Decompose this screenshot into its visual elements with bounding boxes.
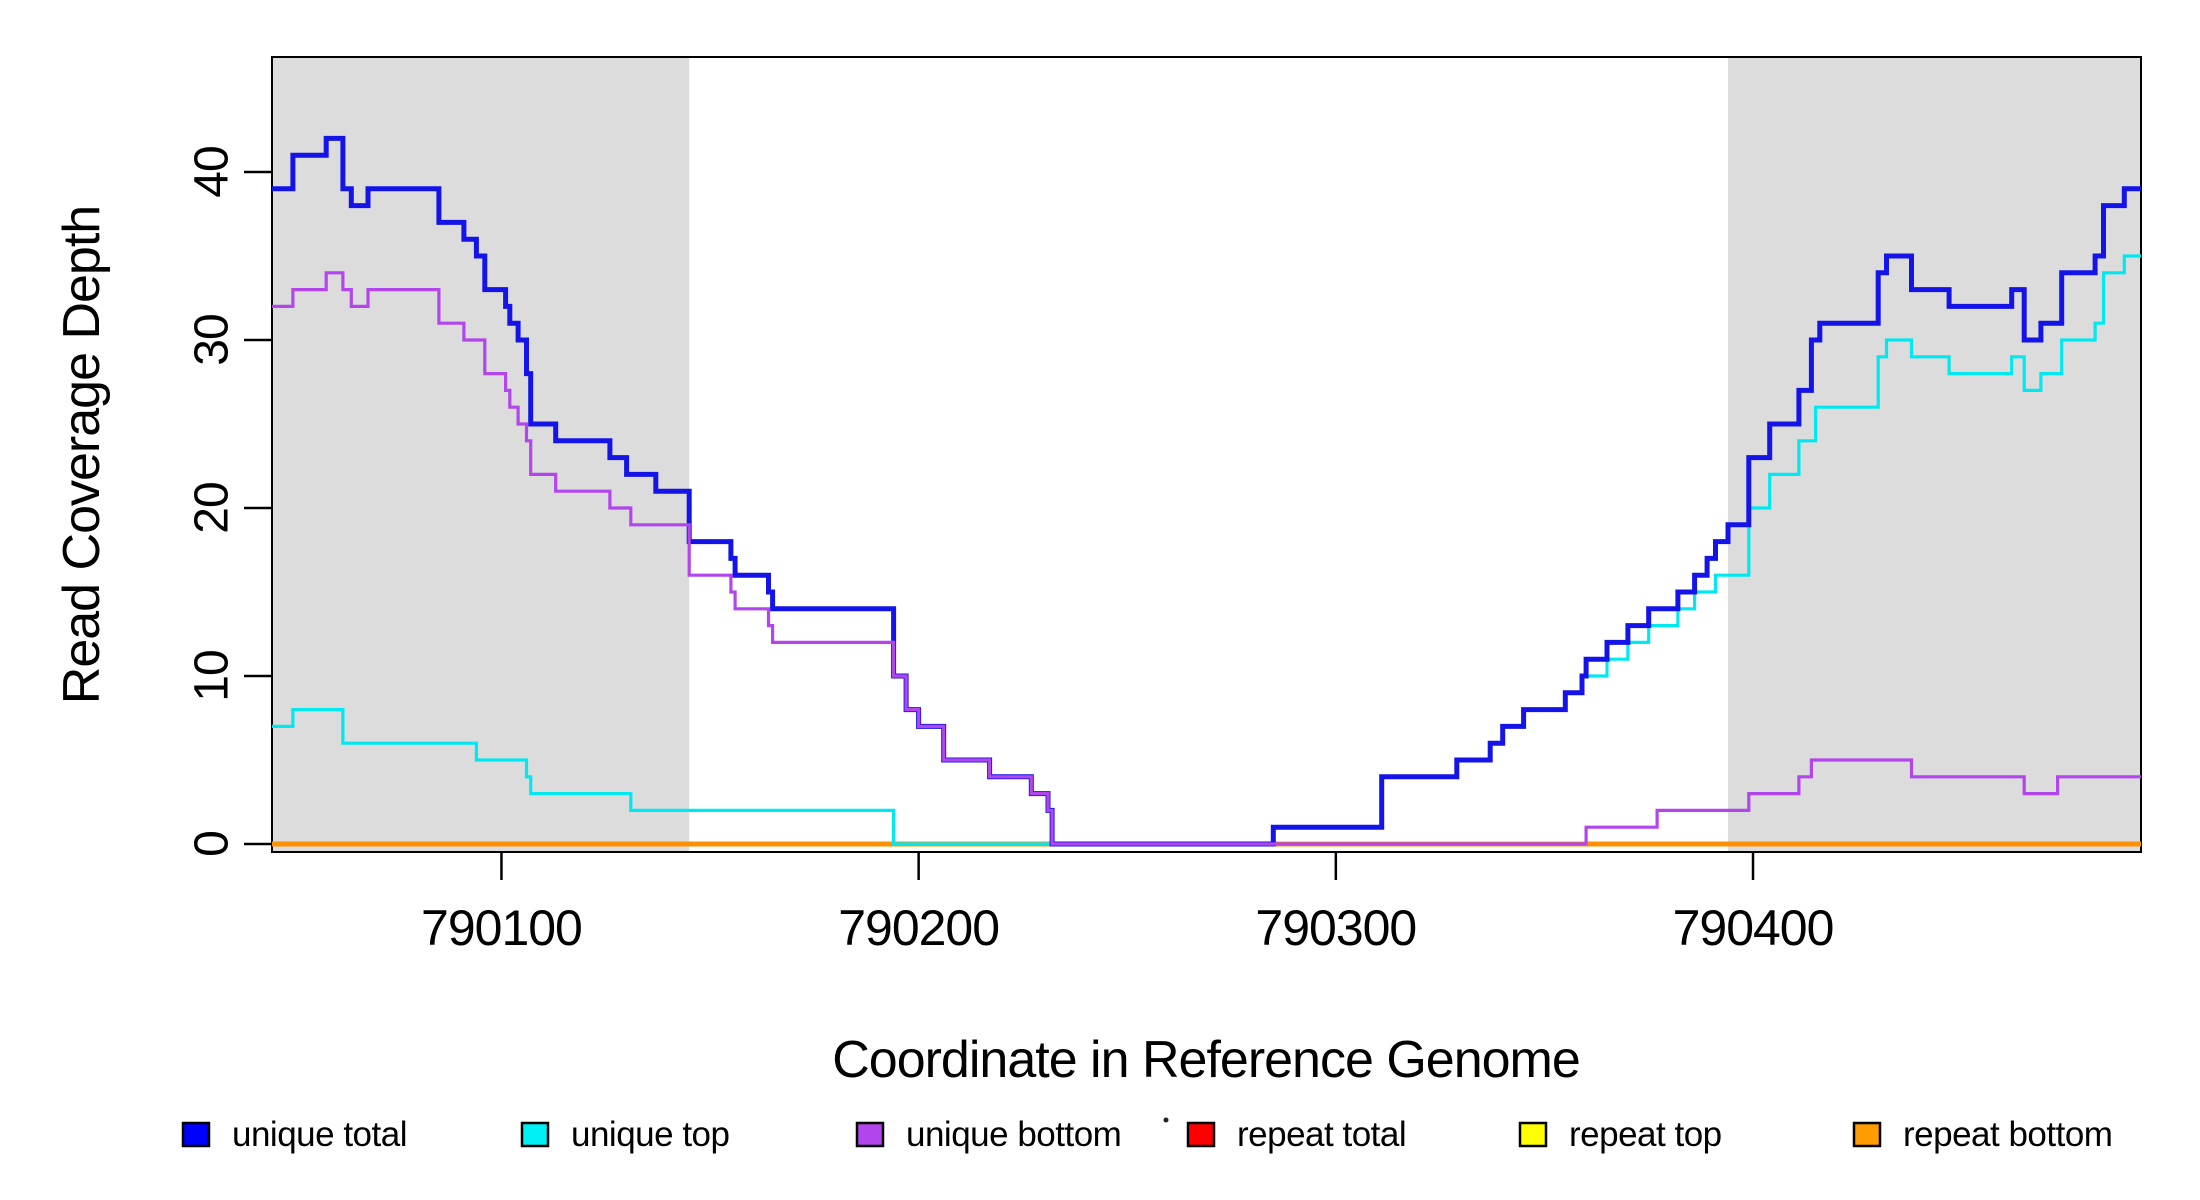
legend-label-repeat-bottom: repeat bottom — [1903, 1115, 2112, 1154]
legend-label-unique-total: unique total — [232, 1115, 407, 1154]
x-tick-label: 790100 — [421, 900, 582, 956]
y-tick-label: 0 — [186, 831, 239, 857]
y-tick-label: 20 — [186, 482, 239, 533]
y-tick-label: 30 — [186, 314, 239, 365]
plot-box — [271, 56, 2142, 853]
legend-swatch-unique-bottom — [855, 1121, 885, 1148]
y-tick-label: 10 — [186, 650, 239, 701]
shaded-region-1 — [1727, 57, 2141, 852]
series-unique-total — [272, 135, 2141, 847]
legend-swatch-repeat-top — [1518, 1121, 1548, 1148]
series-unique-top — [272, 254, 2141, 846]
legend-label-unique-top: unique top — [571, 1115, 729, 1154]
legend-swatch-repeat-bottom — [1852, 1121, 1882, 1148]
x-tick-label: 790400 — [1673, 900, 1834, 956]
y-tick-label: 40 — [186, 146, 239, 197]
legend-swatch-repeat-total — [1186, 1121, 1216, 1148]
legend-swatch-unique-total — [181, 1121, 211, 1148]
stray-dot-artifact — [1163, 1117, 1169, 1123]
legend-swatch-unique-top — [520, 1121, 550, 1148]
series-unique-bottom — [272, 271, 2141, 846]
y-axis-title: Read Coverage Depth — [53, 205, 111, 705]
legend-label-unique-bottom: unique bottom — [906, 1115, 1121, 1154]
legend-label-repeat-top: repeat top — [1569, 1115, 1722, 1154]
x-tick-label: 790300 — [1255, 900, 1416, 956]
legend-label-repeat-total: repeat total — [1237, 1115, 1406, 1154]
x-axis-title: Coordinate in Reference Genome — [832, 1031, 1581, 1089]
x-tick-label: 790200 — [838, 900, 999, 956]
shaded-region-0 — [272, 57, 690, 852]
